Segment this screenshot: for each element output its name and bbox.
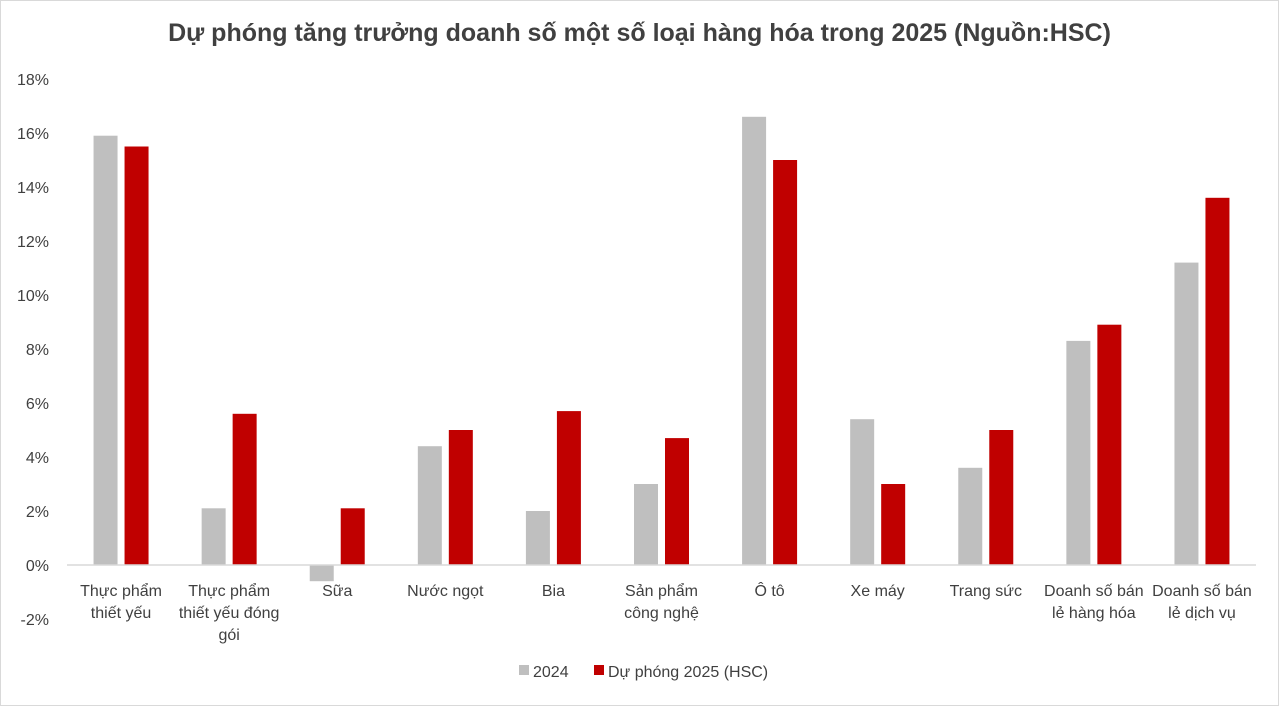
bar-forecast-2025-10 [1205, 197, 1230, 566]
bar-2024-2 [309, 565, 334, 582]
x-category-label: Nước ngọt [407, 583, 484, 600]
bar-forecast-2025-3 [448, 430, 473, 565]
bar-2024-3 [417, 446, 442, 565]
y-tick-label: 4% [26, 450, 49, 467]
x-category-label: Doanh số bán lẻ dịch vụ [1152, 583, 1252, 622]
x-category-label: Doanh số bán lẻ hàng hóa [1044, 583, 1144, 622]
y-tick-label: 14% [17, 180, 49, 197]
x-category-label: Thực phẩm thiết yếu [80, 582, 162, 622]
y-tick-label: 16% [17, 126, 49, 143]
bar-2024-6 [742, 116, 767, 566]
x-category-label: Xe máy [851, 583, 905, 600]
x-category-label: Ô tô [754, 581, 784, 600]
bar-forecast-2025-9 [1097, 324, 1122, 565]
y-tick-label: 2% [26, 504, 49, 521]
bar-forecast-2025-6 [773, 160, 798, 565]
x-category-label: Bia [542, 583, 565, 600]
y-tick-label: 10% [17, 288, 49, 305]
bar-forecast-2025-1 [232, 413, 257, 565]
y-tick-label: 12% [17, 234, 49, 251]
x-category-label: Sữa [322, 583, 352, 600]
bar-forecast-2025-4 [556, 411, 581, 565]
x-category-label: Thực phẩm thiết yếu đóng gói [179, 582, 280, 644]
y-tick-label: 8% [26, 342, 49, 359]
bar-2024-8 [958, 467, 983, 565]
legend-swatch-2024 [519, 665, 529, 675]
legend-label-2024: 2024 [533, 664, 569, 681]
bar-forecast-2025-8 [989, 430, 1014, 565]
bar-2024-1 [201, 508, 226, 565]
legend-label-forecast-2025: Dự phóng 2025 (HSC) [608, 664, 768, 681]
bar-forecast-2025-5 [665, 438, 689, 565]
bars-group [93, 116, 1230, 582]
bar-2024-7 [850, 419, 875, 565]
y-axis: -2% 0% 2% 4% 6% 8% 10% 12% 14% 16% 18% [17, 72, 49, 629]
y-tick-label: -2% [21, 612, 49, 629]
chart-title: Dự phóng tăng trưởng doanh số một số loạ… [168, 19, 1111, 47]
bar-2024-10 [1174, 262, 1199, 565]
bar-2024-0 [93, 135, 118, 565]
legend-swatch-forecast-2025 [594, 665, 604, 675]
bar-2024-9 [1066, 340, 1091, 565]
x-category-label: Sản phẩm công nghệ [624, 582, 699, 622]
x-axis-labels: Thực phẩm thiết yếu Thực phẩm thiết yếu đón… [80, 581, 1252, 644]
y-tick-label: 18% [17, 72, 49, 89]
y-tick-label: 6% [26, 396, 49, 413]
bar-forecast-2025-0 [124, 146, 149, 565]
y-tick-label: 0% [26, 558, 49, 575]
legend: 2024 Dự phóng 2025 (HSC) [519, 664, 768, 681]
bar-2024-5 [634, 484, 658, 565]
bar-2024-4 [525, 511, 550, 565]
bar-forecast-2025-7 [881, 484, 906, 565]
bar-forecast-2025-2 [340, 508, 365, 565]
x-category-label: Trang sức [950, 583, 1022, 600]
